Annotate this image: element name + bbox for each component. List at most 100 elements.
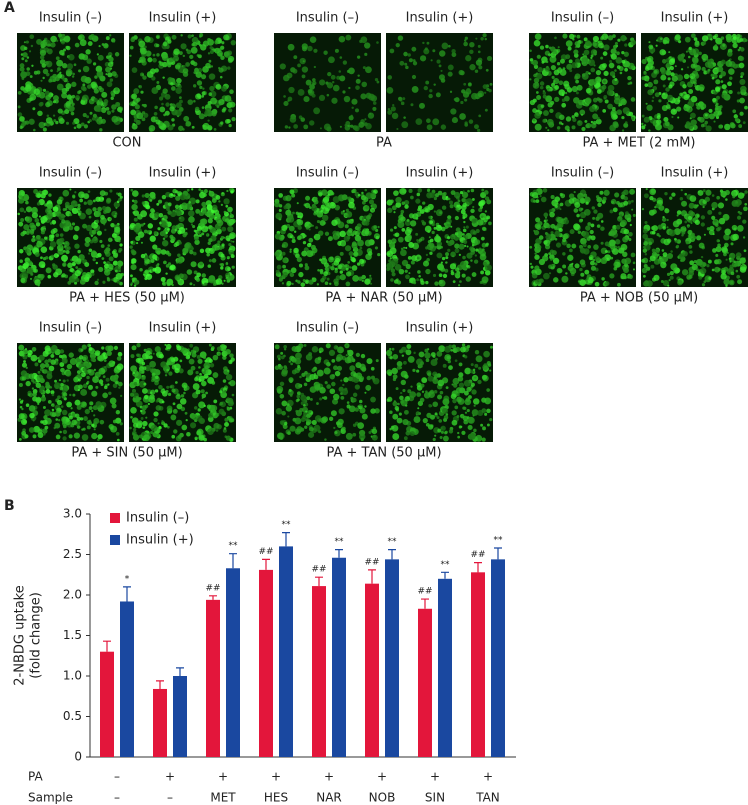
cell	[326, 384, 331, 389]
cell	[131, 354, 135, 358]
cell	[455, 244, 458, 247]
cell	[724, 229, 731, 236]
cell	[691, 96, 697, 102]
cell	[723, 214, 730, 221]
cell	[401, 210, 405, 214]
cell	[552, 76, 555, 79]
cell	[231, 254, 235, 258]
cell	[677, 214, 679, 216]
cell	[390, 49, 395, 54]
cell	[308, 89, 312, 93]
cell	[192, 225, 195, 228]
cell	[85, 49, 90, 54]
cell	[536, 225, 541, 230]
cell	[87, 84, 92, 89]
cell	[32, 107, 35, 110]
cell	[129, 55, 131, 57]
cell	[549, 212, 555, 218]
cell	[88, 252, 90, 254]
cell	[470, 209, 474, 213]
cell	[282, 282, 284, 284]
cell	[56, 435, 61, 440]
cell	[376, 41, 379, 44]
cell	[53, 206, 59, 212]
cell	[614, 98, 621, 105]
cell	[371, 376, 375, 380]
cell	[183, 68, 188, 73]
cell	[731, 242, 734, 245]
cell	[292, 212, 295, 215]
cell	[690, 113, 696, 119]
cell	[201, 202, 206, 207]
cell	[282, 368, 288, 374]
cell	[20, 218, 24, 222]
cell	[689, 203, 695, 209]
cell	[281, 225, 287, 231]
cell	[534, 40, 541, 47]
cell	[178, 227, 185, 234]
cell	[21, 419, 27, 425]
cell	[607, 90, 613, 96]
cell	[153, 411, 158, 416]
cell	[63, 430, 67, 434]
cell	[352, 189, 356, 193]
cell	[364, 53, 367, 56]
cell	[468, 82, 471, 85]
cell	[667, 239, 672, 244]
cell	[148, 403, 150, 405]
cell	[53, 100, 56, 103]
cell	[98, 267, 103, 272]
cell	[304, 426, 307, 429]
cell	[570, 229, 575, 234]
cell	[361, 192, 363, 194]
cell	[664, 208, 669, 213]
cell	[466, 198, 473, 205]
cell	[118, 192, 122, 196]
cell	[436, 209, 443, 216]
cell	[345, 35, 351, 41]
cell	[427, 124, 433, 130]
cell	[370, 283, 372, 285]
cell	[72, 73, 75, 76]
cell	[425, 81, 429, 85]
cell	[474, 405, 476, 407]
cell	[59, 238, 64, 243]
cell	[288, 209, 290, 211]
cell	[684, 74, 689, 79]
cell	[557, 126, 560, 129]
bar	[173, 676, 187, 757]
cell	[622, 60, 626, 64]
cell	[620, 35, 626, 41]
cell	[420, 361, 424, 365]
cell	[155, 346, 161, 352]
cell	[489, 418, 492, 421]
cell	[427, 42, 430, 45]
cell	[566, 244, 571, 249]
cell	[210, 227, 216, 233]
cell	[115, 88, 118, 91]
cell	[314, 66, 316, 68]
cell	[713, 120, 715, 122]
cell	[109, 218, 112, 221]
cell	[473, 231, 477, 235]
cell	[416, 414, 418, 416]
cell	[208, 92, 212, 96]
cell	[451, 270, 454, 273]
cell	[21, 408, 23, 410]
cell	[225, 235, 231, 241]
cell	[285, 125, 288, 128]
cell	[142, 388, 148, 394]
cell	[742, 219, 746, 223]
cell	[358, 231, 361, 234]
cell	[313, 199, 318, 204]
cell	[340, 396, 344, 400]
cell	[575, 41, 580, 46]
cell	[330, 266, 334, 270]
cell	[109, 189, 112, 192]
cell	[139, 434, 143, 438]
cell	[450, 263, 456, 269]
cell	[465, 55, 471, 61]
cell	[473, 369, 475, 371]
cell	[665, 92, 667, 94]
cell	[200, 44, 206, 50]
